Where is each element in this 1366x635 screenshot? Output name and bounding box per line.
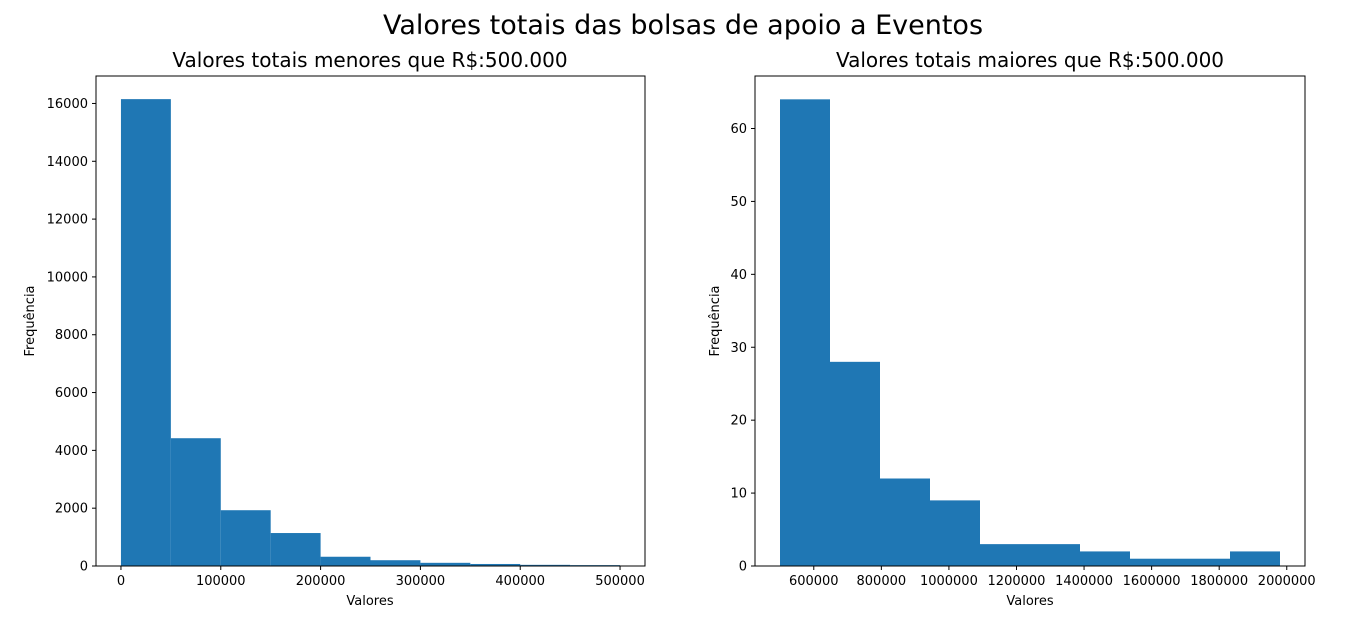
- x-tick-label: 300000: [396, 574, 446, 589]
- axes-frame: [95, 75, 646, 567]
- histogram-bar: [1080, 551, 1130, 566]
- y-tick-label: 12000: [47, 213, 88, 228]
- x-tick-label: 200000: [296, 574, 346, 589]
- bars-group: [120, 99, 621, 566]
- histogram-bar: [170, 438, 221, 566]
- chart-title: Valores totais maiores que R$:500.000: [836, 48, 1224, 72]
- y-tick-label: 10: [730, 487, 747, 502]
- x-tick-label: 100000: [196, 574, 246, 589]
- ticks-group: 600000 800000 1000000 1200000 1400000 1600000…: [730, 122, 1315, 589]
- x-tick-label: 400000: [495, 574, 545, 589]
- histogram-bar: [220, 510, 271, 566]
- histogram-bar: [930, 500, 980, 567]
- histogram-bar: [120, 99, 171, 566]
- axes-frame: [754, 75, 1306, 567]
- figure-suptitle: Valores totais das bolsas de apoio a Eve…: [383, 10, 983, 41]
- y-tick-label: 40: [730, 268, 747, 283]
- ticks-group: 0 100000 200000 300000 400000 500000 0 2000 4000…: [47, 97, 645, 589]
- x-tick-label: 1400000: [1055, 574, 1113, 589]
- histogram-bar: [1130, 558, 1180, 566]
- histogram-bar: [370, 560, 421, 566]
- y-tick-label: 8000: [55, 328, 88, 343]
- bars-group: [780, 99, 1280, 567]
- x-tick-label: 0: [117, 574, 125, 589]
- y-axis-label: Frequência: [23, 285, 38, 356]
- y-axis-label: Frequência: [708, 285, 723, 356]
- histogram-panel-maiores: Valores totais maiores que R$:500.000 60…: [708, 48, 1316, 609]
- x-tick-label: 2000000: [1258, 574, 1316, 589]
- x-tick-label: 500000: [595, 574, 645, 589]
- y-tick-label: 30: [730, 341, 747, 356]
- x-axis-label: Valores: [346, 594, 393, 609]
- histogram-bar: [830, 361, 880, 566]
- histogram-bar: [270, 533, 321, 566]
- x-tick-label: 1600000: [1123, 574, 1181, 589]
- histogram-bar: [520, 564, 571, 566]
- histogram-bar: [420, 562, 471, 566]
- x-tick-label: 1000000: [920, 574, 978, 589]
- histogram-bar: [980, 544, 1030, 567]
- y-tick-label: 20: [730, 414, 747, 429]
- histogram-bar: [320, 556, 371, 566]
- histogram-bar: [1030, 544, 1080, 567]
- y-tick-label: 0: [739, 560, 747, 575]
- histogram-bar: [780, 99, 830, 566]
- y-tick-label: 0: [80, 560, 88, 575]
- chart-title: Valores totais menores que R$:500.000: [172, 48, 567, 72]
- histogram-bar: [880, 478, 930, 566]
- y-tick-label: 16000: [47, 97, 88, 112]
- histogram-panel-menores: Valores totais menores que R$:500.000 0 1…: [23, 48, 646, 609]
- x-tick-label: 1200000: [988, 574, 1046, 589]
- x-tick-label: 600000: [789, 574, 839, 589]
- y-tick-label: 10000: [47, 270, 88, 285]
- x-axis-label: Valores: [1006, 594, 1053, 609]
- histogram-bar: [1180, 558, 1230, 566]
- histogram-bar: [1230, 551, 1280, 566]
- y-tick-label: 6000: [55, 386, 88, 401]
- y-tick-label: 14000: [47, 155, 88, 170]
- y-tick-label: 60: [730, 122, 747, 137]
- y-tick-label: 50: [730, 195, 747, 210]
- histogram-bar: [470, 563, 521, 566]
- y-tick-label: 2000: [55, 502, 88, 517]
- x-tick-label: 800000: [857, 574, 907, 589]
- x-tick-label: 1800000: [1190, 574, 1248, 589]
- y-tick-label: 4000: [55, 444, 88, 459]
